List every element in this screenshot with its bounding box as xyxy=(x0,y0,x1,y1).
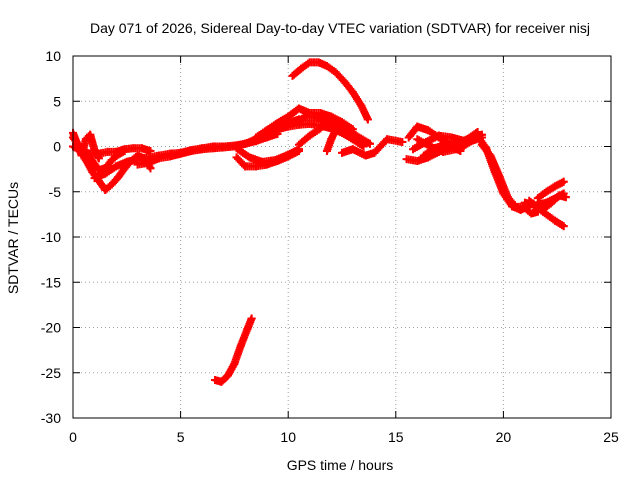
y-tick-label: 10 xyxy=(45,48,61,64)
series-upper-arc xyxy=(288,58,372,124)
data-point xyxy=(559,222,568,231)
data-point xyxy=(94,154,103,163)
series-outlier-arc xyxy=(211,314,256,386)
chart-title: Day 071 of 2026, Sidereal Day-to-day VTE… xyxy=(90,20,590,36)
data-point xyxy=(533,207,542,216)
y-tick-label: 5 xyxy=(53,93,61,109)
data-point xyxy=(456,147,465,156)
series-late-rising xyxy=(533,177,568,203)
axis-ticks: 0 5 10 15 20 25 -30 -25 -20 -15 -10 -5 0 5 10 xyxy=(41,48,619,445)
data-point xyxy=(247,314,256,323)
data-point xyxy=(320,118,329,127)
y-tick-label: -30 xyxy=(41,410,61,426)
data-point xyxy=(561,193,570,202)
series-late-descending xyxy=(525,196,568,231)
y-tick-label: 0 xyxy=(53,139,61,155)
series-mid-left-loop xyxy=(81,147,129,175)
x-tick-label: 15 xyxy=(388,429,404,445)
y-tick-label: -25 xyxy=(41,365,61,381)
x-axis-label: GPS time / hours xyxy=(287,457,394,473)
data-marks xyxy=(69,58,570,386)
series-cluster-line-D xyxy=(294,118,329,149)
plot-frame xyxy=(72,55,612,419)
data-point xyxy=(363,115,372,124)
series-cluster-line-B xyxy=(262,119,368,151)
x-tick-label: 20 xyxy=(496,429,512,445)
x-tick-label: 5 xyxy=(177,429,185,445)
x-tick-label: 0 xyxy=(69,429,77,445)
data-point xyxy=(559,177,568,186)
data-point xyxy=(365,139,374,148)
data-point xyxy=(335,118,344,127)
x-tick-label: 10 xyxy=(280,429,296,445)
y-tick-label: -10 xyxy=(41,229,61,245)
grid-lines xyxy=(73,56,611,418)
y-axis-label: SDTVAR / TECUs xyxy=(5,182,21,294)
series-afternoon-cluster-E xyxy=(419,139,465,160)
series-upper-dip xyxy=(232,144,303,166)
y-tick-label: -5 xyxy=(49,184,62,200)
series-scattered-points xyxy=(338,135,407,160)
data-point xyxy=(398,137,407,146)
x-tick-label: 25 xyxy=(603,429,619,445)
y-tick-label: -20 xyxy=(41,320,61,336)
data-point xyxy=(319,120,328,129)
y-tick-label: -15 xyxy=(41,274,61,290)
data-point xyxy=(359,142,368,151)
series-cluster-line-C xyxy=(290,112,374,148)
series-late-short xyxy=(520,204,542,218)
series-cluster-line-E xyxy=(322,118,344,156)
data-point xyxy=(120,147,129,156)
